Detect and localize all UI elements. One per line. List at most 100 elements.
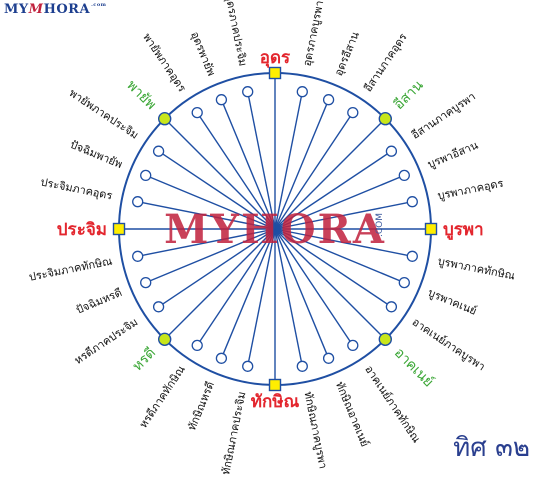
minor-marker-dir-11 — [385, 301, 398, 313]
cardinal-marker-dir-24 — [112, 222, 126, 236]
minor-marker-dir-10 — [398, 276, 410, 289]
direction-label-dir-26: ปัจฉิมพายัพ — [68, 138, 124, 171]
spoke-dir-12 — [274, 228, 386, 340]
direction-label-dir-18: ทักษิณหรดี — [185, 380, 217, 433]
site-logo-mark: M — [28, 2, 44, 17]
direction-label-dir-12: อาคเนย์ — [391, 344, 437, 390]
direction-label-dir-25: ประจิมภาคอุดร — [39, 176, 113, 203]
spoke-dir-20 — [164, 228, 276, 340]
minor-marker-dir-26 — [140, 169, 152, 182]
diagram-title: ทิศ ๓๒ — [453, 433, 530, 463]
minor-marker-dir-18 — [215, 352, 228, 364]
minor-marker-dir-27 — [152, 145, 165, 157]
direction-label-dir-19: หรดีภาคทักษิณ — [137, 363, 188, 430]
minor-marker-dir-13 — [347, 339, 359, 352]
direction-label-dir-16: ทักษิณ — [251, 392, 300, 412]
spoke-dir-26 — [145, 174, 276, 230]
spoke-dir-9 — [274, 228, 413, 257]
spoke-dir-14 — [274, 228, 330, 359]
minor-marker-dir-30 — [215, 94, 228, 106]
spoke-dir-10 — [274, 228, 405, 284]
minor-marker-dir-6 — [398, 169, 410, 182]
direction-label-dir-5: อีสานภาคบูรพา — [409, 90, 478, 142]
spoke-dir-18 — [220, 228, 276, 359]
intercardinal-marker-dir-20 — [157, 332, 172, 346]
spoke-dir-3 — [274, 112, 354, 230]
spoke-dir-5 — [274, 150, 392, 230]
direction-label-dir-1: อุดรภาคบูรพา — [301, 0, 327, 67]
watermark-domain: .COM — [375, 213, 385, 237]
direction-label-dir-28: พายัพ — [123, 77, 159, 113]
spoke-dir-30 — [220, 99, 276, 230]
spokes-layer — [119, 73, 431, 385]
direction-label-dir-0: อุดร — [260, 48, 291, 68]
direction-label-dir-14: ทักษิณอาคเนย์ — [333, 380, 372, 449]
direction-label-dir-17: ทักษิณภาคประจิม — [219, 390, 248, 476]
minor-marker-dir-5 — [385, 145, 398, 157]
spoke-dir-11 — [274, 228, 392, 308]
minor-marker-dir-15 — [296, 360, 308, 372]
direction-label-dir-15: ทักษิณภาคบูรพา — [302, 390, 330, 470]
spoke-dir-15 — [274, 228, 303, 367]
spoke-dir-25 — [137, 201, 276, 230]
direction-label-dir-7: บูรพาภาคอุดร — [436, 177, 504, 203]
watermark: MYHORA .COM — [164, 206, 386, 253]
spoke-dir-31 — [247, 91, 276, 230]
spoke-dir-28 — [164, 118, 276, 230]
minor-marker-dir-14 — [322, 352, 335, 364]
spoke-dir-4 — [274, 118, 386, 230]
spoke-dir-7 — [274, 201, 413, 230]
direction-label-dir-23: ประจิมภาคทักษิณ — [28, 255, 114, 284]
watermark-text: MYHORA — [164, 206, 386, 253]
spoke-dir-1 — [274, 91, 303, 230]
cardinal-marker-dir-16 — [268, 378, 282, 392]
site-logo-name: HORA — [43, 2, 91, 17]
direction-label-dir-9: บูรพาภาคทักษิณ — [437, 255, 517, 283]
minor-marker-dir-2 — [322, 94, 335, 106]
site-logo[interactable]: MYMHORA.com — [4, 2, 106, 17]
direction-label-dir-24: ประจิม — [57, 220, 107, 240]
direction-label-dir-3: อีสานภาคอุดร — [361, 31, 410, 95]
minor-marker-dir-23 — [132, 250, 144, 262]
minor-marker-dir-29 — [191, 106, 203, 119]
spoke-dir-13 — [274, 228, 354, 346]
minor-marker-dir-3 — [347, 106, 359, 119]
direction-label-dir-29: พายัพภาคอุดร — [140, 31, 188, 94]
direction-label-dir-20: หรดี — [129, 345, 159, 375]
direction-label-dir-2: อุดรอีสาน — [332, 29, 362, 78]
intercardinal-marker-dir-12 — [378, 332, 392, 346]
minor-marker-dir-22 — [140, 276, 152, 289]
direction-label-dir-4: อีสาน — [391, 77, 427, 113]
spoke-dir-2 — [274, 99, 330, 230]
spoke-dir-27 — [158, 150, 276, 230]
direction-label-dir-8: บูรพา — [443, 220, 484, 241]
spoke-dir-22 — [145, 228, 276, 284]
spoke-dir-17 — [247, 228, 276, 367]
minor-marker-dir-7 — [406, 196, 418, 208]
direction-label-dir-10: บูรพาคเนย์ — [426, 286, 478, 318]
direction-label-dir-21: หรดีภาคประจิม — [72, 315, 140, 367]
cardinal-marker-dir-0 — [268, 66, 282, 80]
minor-marker-dir-31 — [242, 86, 254, 98]
direction-label-dir-6: บูรพาอีสาน — [426, 138, 481, 171]
cardinal-marker-dir-8 — [424, 222, 438, 236]
spoke-dir-23 — [137, 228, 276, 257]
nodes-layer — [112, 66, 438, 392]
site-logo-domain: .com — [91, 2, 107, 8]
direction-label-dir-31: อุดรภาคประจิม — [222, 0, 249, 67]
intercardinal-marker-dir-4 — [378, 111, 392, 126]
spoke-dir-19 — [196, 228, 276, 346]
direction-label-dir-22: ปัจฉิมหรดี — [74, 286, 124, 317]
minor-marker-dir-1 — [296, 86, 308, 98]
direction-label-dir-30: อุดรพายัพ — [188, 30, 218, 78]
intercardinal-marker-dir-28 — [157, 111, 172, 126]
minor-marker-dir-17 — [242, 360, 254, 372]
minor-marker-dir-21 — [152, 301, 165, 313]
site-logo-prefix: MY — [4, 2, 29, 17]
spoke-dir-29 — [196, 112, 276, 230]
spoke-dir-6 — [274, 174, 405, 230]
spoke-dir-21 — [158, 228, 276, 308]
minor-marker-dir-19 — [191, 339, 203, 352]
minor-marker-dir-9 — [406, 250, 418, 262]
